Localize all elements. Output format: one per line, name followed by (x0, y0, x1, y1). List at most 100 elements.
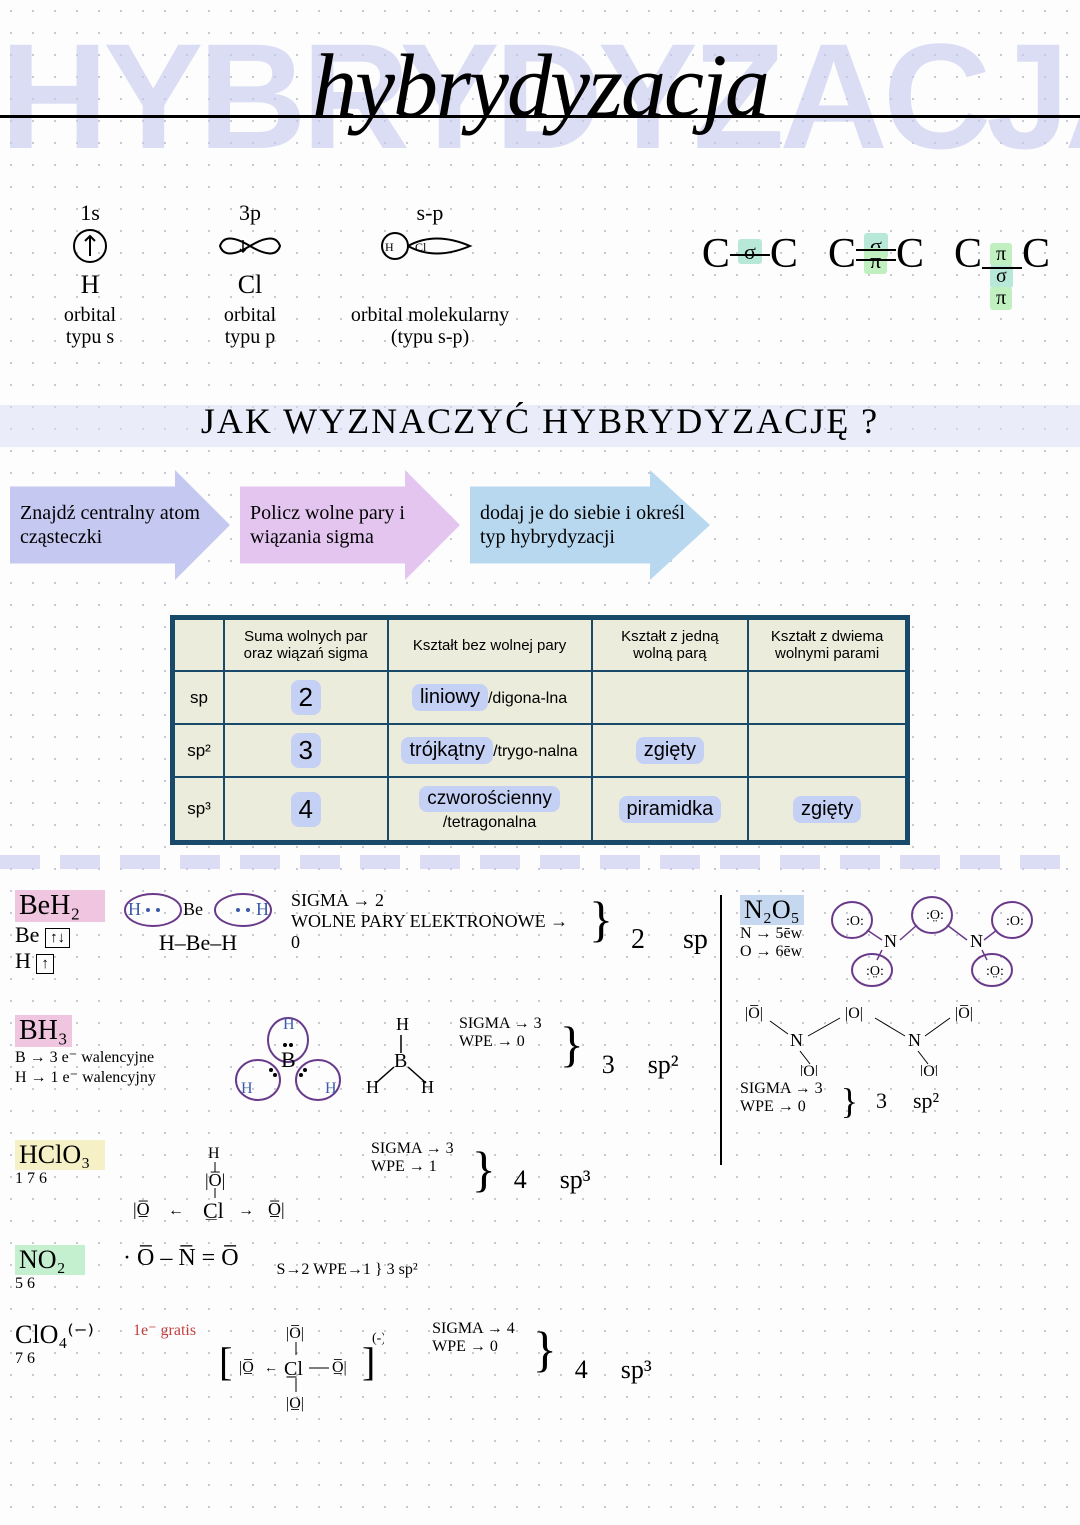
shape-cell: zgięty (592, 724, 749, 777)
orbital-desc: orbitaltypu p (180, 304, 320, 348)
svg-text:B: B (394, 1050, 407, 1072)
orbital-label: 1s (20, 200, 160, 226)
svg-text:←: ← (264, 1361, 278, 1376)
example-hclo3: HClO₃ 1 7 6 H |O̅| |O̲̅ ← C̲l → O̲̅| SIG… (15, 1140, 1065, 1220)
electron-config: Be ↑↓ (15, 922, 105, 948)
th-empty (174, 619, 224, 671)
svg-text:|O̲|: |O̲| (286, 1395, 304, 1412)
svg-text::O̤:: :O̤: (866, 964, 884, 979)
shape-cell (748, 671, 906, 724)
triple-bond: CπσπC (954, 230, 1050, 278)
svg-text:[: [ (219, 1339, 232, 1384)
svg-text:H: H (208, 1145, 220, 1162)
svg-text:H: H (256, 899, 269, 919)
svg-text:H: H (421, 1077, 434, 1095)
lewis-diagram-icon: :O: :O̤: :O: :O̤: :O̤: N N (822, 895, 1042, 990)
shape-cell: piramidka (592, 777, 749, 841)
orbital-label: s-p (340, 200, 520, 226)
structure-diagram-icon: H B H H (361, 1015, 441, 1095)
formula: N₂O₅ (740, 895, 804, 925)
structure-text: H–Be–H (159, 930, 237, 956)
note: 1e⁻ gratis (133, 1320, 196, 1340)
valence-b: B → 3 e⁻ walencyjne (15, 1047, 215, 1067)
svg-text:|O̅|: |O̅| (955, 1004, 973, 1022)
svg-text:|O̲|: |O̲| (800, 1063, 818, 1076)
lone-pair-count: WPE → 1 (371, 1158, 454, 1176)
steps-row: Znajdź centralny atom cząsteczki Policz … (10, 470, 710, 580)
bond-types: CσC CσπC CπσπC (702, 230, 1050, 278)
structure-diagram-icon: H |O̅| |O̲̅ ← C̲l → O̲̅| (123, 1140, 313, 1220)
shape-cell: czworościenny/tetragonalna (388, 777, 592, 841)
svg-text:B: B (281, 1047, 296, 1072)
svg-text:|O̅|: |O̅| (205, 1170, 225, 1190)
step-1-arrow: Znajdź centralny atom cząsteczki (10, 470, 230, 580)
svg-text:H: H (396, 1015, 409, 1034)
hybridization-table: Suma wolnych par oraz wiązań sigma Kszta… (170, 615, 910, 845)
section-divider (0, 855, 1080, 869)
th-sum: Suma wolnych par oraz wiązań sigma (224, 619, 388, 671)
svg-text:O̲̅|: O̲̅| (268, 1199, 285, 1219)
electron-config: H ↑ (15, 948, 105, 974)
svg-text:N: N (884, 931, 897, 951)
single-bond: CσC (702, 230, 798, 278)
table-row: sp³ 4 czworościenny/tetragonalna piramid… (174, 777, 906, 841)
table-row: sp² 3 trójkątny/trygo-nalna zgięty (174, 724, 906, 777)
valence-h: H → 1 e⁻ walencyjny (15, 1067, 215, 1087)
svg-text:C̲l: C̲l (203, 1198, 224, 1220)
formula: BH₃ (15, 1015, 72, 1047)
svg-text::O:: :O: (846, 914, 864, 929)
orbital-symbol: Cl (180, 270, 320, 300)
svg-text:(-): (-) (372, 1331, 384, 1346)
lone-pair-count: WPE → 0 (740, 1098, 823, 1116)
lone-pair-count: WPE → 0 (459, 1033, 542, 1051)
sum-value: 4 (575, 1355, 588, 1385)
sp-orbital-icon: H Cl (375, 226, 485, 266)
shape-cell: liniowy/digona-lna (388, 671, 592, 724)
orbital-desc: orbitaltypu s (20, 304, 160, 348)
section-question: JAK WYZNACZYĆ HYBRYDYZACJĘ ? (0, 400, 1080, 442)
orbital-p: 3p Cl orbitaltypu p (180, 200, 320, 348)
example-clo4: ClO₄⁽⁻⁾ 7 6 1e⁻ gratis [ ] (-) |O̅| |O̲̅… (15, 1320, 1065, 1420)
structure-text: · O̅ – N̅ = O̅ (123, 1245, 239, 1272)
svg-text:Be: Be (183, 899, 203, 919)
sum-value: 3 (876, 1088, 887, 1114)
shape-cell: trójkątny/trygo-nalna (388, 724, 592, 777)
svg-text:H: H (385, 240, 394, 254)
step-2-arrow: Policz wolne pary i wiązania sigma (240, 470, 460, 580)
svg-text:|O̲̅: |O̲̅ (239, 1358, 254, 1376)
shape-cell (592, 671, 749, 724)
sigma-count: SIGMA → 3 (371, 1140, 454, 1158)
svg-text:N: N (790, 1030, 803, 1050)
example-no2: NO₂ 5 6 · O̅ – N̅ = O̅ S→2 WPE→1 } 3 sp² (15, 1245, 1065, 1295)
example-n2o5: N₂O₅ N → 5ēw O → 6ēw :O: :O̤: :O: :O̤: :… (740, 895, 1060, 1122)
svg-text:H: H (283, 1016, 295, 1033)
sigma-count: SIGMA → 3 (740, 1080, 823, 1098)
atomic-nums: 1 7 6 (15, 1170, 105, 1188)
brace-icon: } (560, 1015, 584, 1073)
svg-text:N: N (970, 931, 983, 951)
orbital-label: 3p (180, 200, 320, 226)
table-header-row: Suma wolnych par oraz wiązań sigma Kszta… (174, 619, 906, 671)
hyb-type: sp³ (174, 777, 224, 841)
orbital-desc: orbital molekularny(typu s-p) (340, 304, 520, 348)
svg-text:|O|: |O| (845, 1005, 863, 1022)
shape-cell (748, 724, 906, 777)
sigma-count: SIGMA → 4 (432, 1320, 515, 1338)
hyb-type: sp (174, 671, 224, 724)
sum-cell: 3 (224, 724, 388, 777)
svg-text:Cl: Cl (415, 240, 427, 254)
th-shape0: Kształt bez wolnej pary (388, 619, 592, 671)
valence-n: N → 5ēw (740, 925, 804, 943)
svg-text:H: H (241, 1080, 253, 1097)
orbital-symbol (340, 270, 520, 300)
svg-text::O̤:: :O̤: (986, 964, 1004, 979)
svg-text:|O̅|: |O̅| (745, 1004, 763, 1022)
structure-diagram-icon: [ ] (-) |O̅| |O̲̅ ← C̲l O̲̅| |O̲| (214, 1320, 384, 1420)
hyb-result: sp³ (560, 1165, 591, 1195)
structure-diagram-icon: |O̅| N |O̲| |O| N |O̅| |O| (740, 996, 1040, 1076)
th-shape2: Kształt z dwiema wolnymi parami (748, 619, 906, 671)
svg-text:C̲l: C̲l (284, 1358, 303, 1380)
sigma-count: SIGMA → 3 (459, 1015, 542, 1033)
step-3-arrow: dodaj je do siebie i określ typ hybrydyz… (470, 470, 710, 580)
hyb-result: sp² (648, 1050, 679, 1080)
